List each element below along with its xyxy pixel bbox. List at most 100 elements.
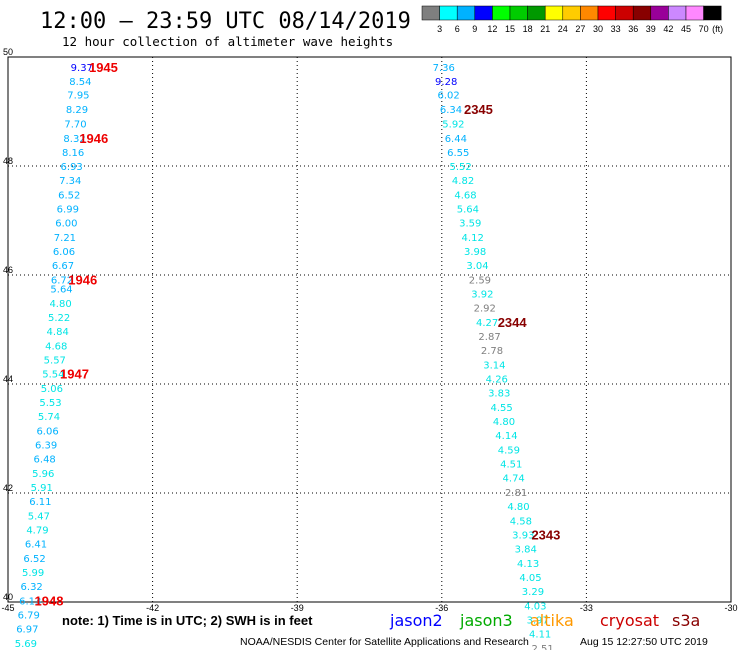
- wave-height-value: 7.36: [433, 63, 455, 74]
- legend-label: 30: [593, 24, 603, 34]
- wave-height-value: 2.92: [474, 304, 496, 315]
- wave-height-value: 6.52: [58, 190, 80, 201]
- wave-height-value: 4.11: [529, 630, 551, 641]
- satellite-name: altika: [530, 611, 574, 630]
- wave-height-value: 6.41: [25, 540, 47, 551]
- wave-height-value: 4.03: [524, 601, 546, 612]
- wave-height-value: 4.05: [519, 573, 541, 584]
- legend-label: 39: [646, 24, 656, 34]
- wave-height-value: 6.93: [61, 162, 83, 173]
- color-scale-legend: 3 6 9 12 15 18 21 24 27 30 33 36 39 42 45 70 (ft): [421, 5, 723, 34]
- wave-height-value: 8.16: [62, 148, 84, 159]
- legend-swatch: [615, 5, 634, 21]
- pass-time-label: 2345: [464, 102, 493, 117]
- legend-label: 33: [611, 24, 621, 34]
- y-tick-label: 50: [3, 47, 13, 57]
- wave-height-value: 4.59: [498, 445, 520, 456]
- legend-swatch: [439, 5, 458, 21]
- legend-label: 70: [699, 24, 709, 34]
- wave-height-value: 2.78: [481, 346, 503, 357]
- wave-height-value: 6.32: [21, 582, 43, 593]
- legend-label: 36: [628, 24, 638, 34]
- legend-label: 15: [505, 24, 515, 34]
- wave-height-value: 4.27: [476, 318, 498, 329]
- data-marks: 9.37 8.54 7.95 8.29 7.70 8.32 8.16 6.93 7.34 6.52…: [15, 60, 561, 650]
- legend-label: 12: [487, 24, 497, 34]
- wave-height-value: 3.93: [512, 530, 534, 541]
- wave-height-value: 4.13: [517, 559, 539, 570]
- x-tick-label: -45: [1, 603, 14, 613]
- wave-height-value: 5.06: [41, 384, 63, 395]
- wave-height-value: 4.68: [45, 341, 67, 352]
- legend-swatch: [650, 5, 669, 21]
- wave-height-value: 6.97: [16, 625, 38, 636]
- wave-height-value: 2.87: [478, 332, 500, 343]
- wave-height-value: 5.53: [39, 398, 61, 409]
- legend-swatch: [492, 5, 511, 21]
- x-tick-label: -42: [146, 603, 159, 613]
- wave-height-value: 3.29: [522, 587, 544, 598]
- wave-height-value: 4.74: [503, 474, 525, 485]
- wave-height-value: 6.44: [445, 134, 467, 145]
- wave-height-value: 5.74: [38, 412, 60, 423]
- wave-height-value: 8.32: [63, 134, 85, 145]
- wave-height-value: 5.22: [48, 313, 70, 324]
- legend-swatch: [562, 5, 581, 21]
- wave-height-value: 5.91: [31, 483, 53, 494]
- wave-height-value: 6.39: [35, 440, 57, 451]
- wave-height-value: 6.55: [447, 148, 469, 159]
- wave-height-value: 9.37: [71, 63, 93, 74]
- wave-height-value: 5.99: [22, 568, 44, 579]
- wave-height-value: 4.51: [500, 460, 522, 471]
- wave-height-value: 4.55: [490, 403, 512, 414]
- pass-time-label: 2344: [498, 315, 528, 330]
- x-tick-label: -39: [291, 603, 304, 613]
- satellite-name: s3a: [672, 611, 700, 630]
- wave-height-value: 7.95: [67, 91, 89, 102]
- legend-swatch: [632, 5, 652, 21]
- wave-height-value: 2.81: [505, 488, 527, 499]
- wave-height-value: 4.12: [462, 233, 484, 244]
- pass-time-label: 1946: [79, 131, 108, 146]
- wave-height-value: 7.21: [54, 233, 76, 244]
- wave-height-value: 5.57: [44, 355, 66, 366]
- legend-swatch: [685, 5, 704, 21]
- wave-height-value: 6.67: [52, 261, 74, 272]
- wave-height-value: 6.11: [29, 497, 51, 508]
- chart-title: 12:00 – 23:59 UTC 08/14/2019: [40, 9, 411, 34]
- pass-time-label: 1945: [89, 60, 118, 75]
- x-tick-label: -33: [580, 603, 593, 613]
- wave-height-value: 3.97: [527, 615, 549, 626]
- y-tick-label: 44: [3, 374, 13, 384]
- wave-height-value: 6.34: [440, 105, 462, 116]
- legend-label: 42: [663, 24, 673, 34]
- legend-label: 3: [437, 24, 442, 34]
- wave-height-value: 3.83: [488, 389, 510, 400]
- wave-height-value: 5.92: [442, 119, 464, 130]
- legend-label: 6: [455, 24, 460, 34]
- wave-height-value: 8.29: [66, 105, 88, 116]
- wave-height-value: 6.99: [57, 205, 79, 216]
- legend-label: 24: [558, 24, 568, 34]
- wave-height-value: 6.48: [34, 455, 56, 466]
- legend-label: 27: [575, 24, 585, 34]
- wave-height-value: 5.69: [15, 639, 37, 650]
- wave-height-value: 6.06: [53, 247, 75, 258]
- wave-height-value: 3.98: [464, 247, 486, 258]
- wave-height-value: 4.80: [493, 417, 515, 428]
- y-tick-label: 40: [3, 592, 13, 602]
- wave-height-value: 4.58: [510, 516, 532, 527]
- generated-timestamp: Aug 15 12:27:50 UTC 2019: [580, 636, 708, 648]
- wave-height-value: 6.52: [23, 554, 45, 565]
- wave-height-value: 4.14: [495, 431, 517, 442]
- pass-time-label: 1948: [35, 593, 64, 608]
- credit-text: NOAA/NESDIS Center for Satellite Applica…: [240, 636, 529, 648]
- wave-height-value: 6.00: [55, 219, 77, 230]
- wave-height-value: 4.80: [507, 502, 529, 513]
- legend-swatch: [421, 5, 440, 21]
- wave-height-value: 5.96: [32, 469, 54, 480]
- chart-subtitle: 12 hour collection of altimeter wave hei…: [62, 34, 393, 49]
- wave-height-value: 3.84: [515, 545, 537, 556]
